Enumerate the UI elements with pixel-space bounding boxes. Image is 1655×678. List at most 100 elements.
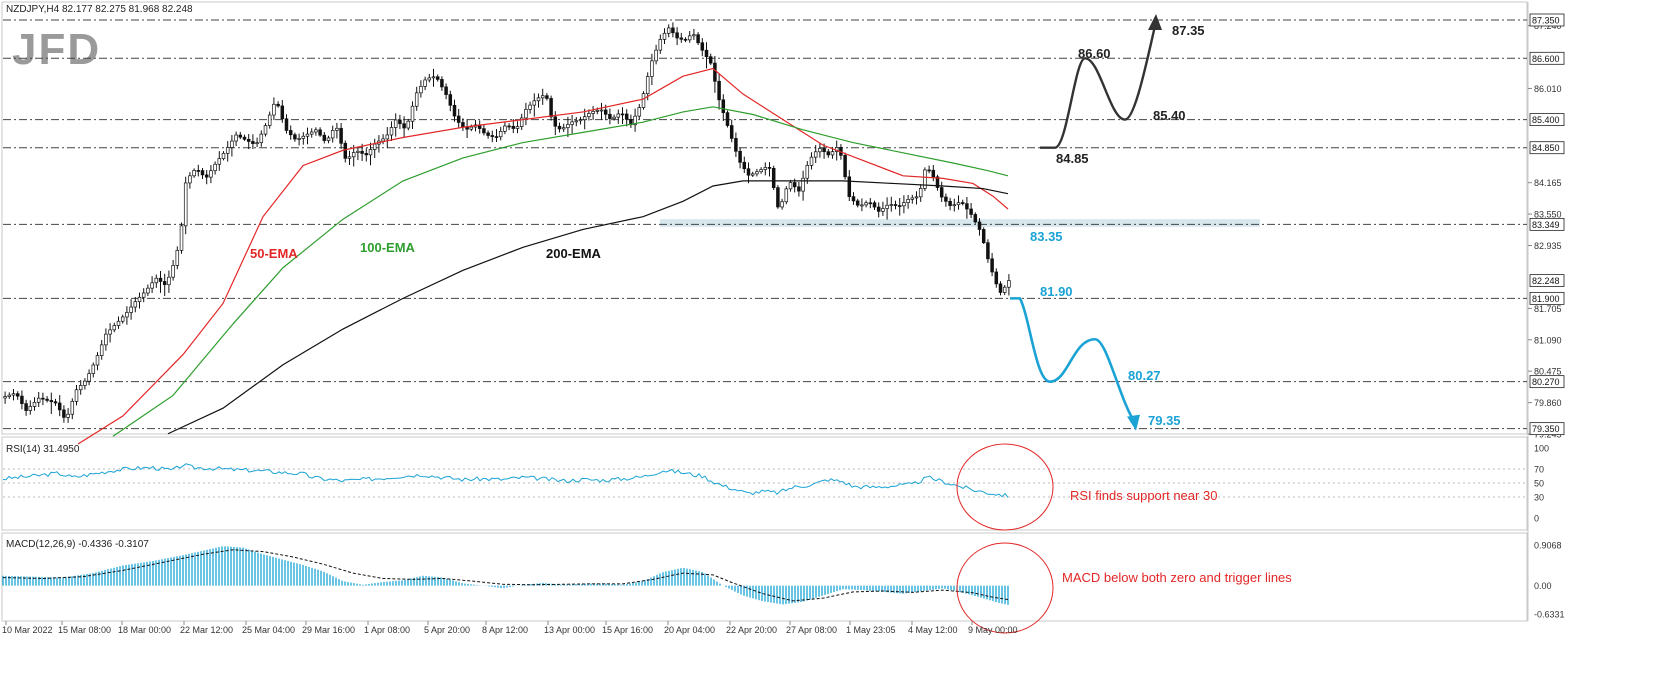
candle-body (255, 142, 259, 145)
candle-body (288, 130, 293, 136)
candle-body (864, 202, 868, 206)
candle-body (956, 202, 961, 206)
candle-body (70, 401, 75, 415)
rsi-tick-label: 30 (1534, 493, 1544, 503)
candle-body (267, 114, 272, 126)
candle-body (284, 118, 289, 131)
candle-body (750, 173, 755, 176)
candle-body (973, 214, 978, 223)
candle-body (561, 127, 566, 130)
candle-body (238, 134, 243, 138)
candle-body (242, 136, 247, 140)
candle-body (24, 403, 28, 411)
candle-body (868, 202, 873, 205)
candle-body (986, 242, 990, 260)
candle-body (801, 177, 805, 192)
candle-body (784, 188, 789, 203)
candle-body (683, 38, 688, 41)
x-tick-label: 1 Apr 08:00 (364, 625, 410, 635)
annotation-price-label: 80.27 (1128, 368, 1161, 383)
candle-body (729, 125, 734, 139)
candle-body (330, 130, 335, 139)
candle-body (540, 95, 545, 99)
candle-body (679, 37, 684, 40)
candle-body (368, 149, 373, 156)
candle-body (435, 76, 440, 80)
candle-body (490, 135, 495, 137)
candle-body (45, 398, 49, 401)
candle-body (939, 187, 944, 198)
candle-body (108, 329, 112, 335)
upside-arrow-head (1148, 14, 1162, 30)
annotation-price-label: 85.40 (1153, 108, 1186, 123)
candle-body (708, 56, 713, 64)
candle-body (767, 167, 772, 169)
candle-body (158, 277, 163, 282)
candle-body (910, 197, 915, 200)
candle-body (549, 98, 553, 118)
candle-body (322, 134, 327, 141)
candle-body (461, 122, 465, 128)
candle-body (49, 400, 54, 403)
candle-body (125, 312, 129, 318)
candle-body (406, 120, 411, 129)
candle-body (276, 103, 280, 107)
macd-annotation: MACD below both zero and trigger lines (1062, 570, 1292, 585)
candle-body (83, 380, 87, 386)
candle-body (293, 134, 297, 140)
annotation-price-label: 83.35 (1030, 229, 1063, 244)
candle-body (104, 333, 108, 346)
candle-body (259, 133, 264, 144)
rsi-panel-frame (1, 436, 1528, 531)
candle-body (74, 389, 79, 402)
candle-body (591, 111, 595, 114)
candle-body (746, 168, 751, 176)
candle-body (671, 27, 675, 34)
price-tick-label: 86.010 (1534, 84, 1562, 94)
candle-body (385, 134, 390, 140)
candle-body (347, 156, 352, 159)
rsi-tick-label: 50 (1534, 479, 1544, 489)
candle-body (771, 167, 776, 188)
candle-body (360, 150, 364, 154)
candle-body (981, 229, 986, 244)
candle-body (129, 306, 133, 313)
candle-body (297, 138, 301, 140)
annotation-price-label: 86.60 (1078, 46, 1111, 61)
candle-body (221, 152, 226, 160)
downside-scenario-path (1010, 297, 1137, 424)
macd-panel-frame (1, 532, 1528, 622)
candle-body (419, 86, 423, 94)
candle-body (885, 204, 889, 209)
price-tag-box (1529, 291, 1565, 305)
candle-body (309, 131, 314, 135)
candle-body (95, 355, 100, 366)
candle-body (1007, 280, 1011, 288)
x-tick-label: 5 Apr 20:00 (424, 625, 470, 635)
candle-body (343, 142, 348, 159)
x-tick-label: 27 Apr 08:00 (786, 625, 837, 635)
candle-body (725, 112, 730, 126)
x-tick-label: 15 Apr 16:00 (602, 625, 653, 635)
candle-body (192, 170, 196, 177)
candle-body (855, 200, 860, 206)
candle-body (742, 161, 747, 170)
candle-body (141, 292, 146, 298)
price-tag-box (1529, 274, 1565, 288)
macd-highlight-circle (956, 542, 1054, 634)
x-tick-label: 20 Apr 04:00 (664, 625, 715, 635)
candle-body (763, 167, 768, 170)
candle-body (246, 138, 251, 142)
candle-body (339, 127, 343, 144)
candle-body (654, 49, 658, 62)
candle-body (826, 151, 831, 156)
candle-body (230, 140, 234, 148)
rsi-line (2, 463, 1009, 498)
candle-body (805, 165, 810, 179)
rsi-tick-label: 70 (1534, 465, 1544, 475)
candle-body (171, 265, 175, 278)
candle-body (28, 406, 33, 411)
candle-body (755, 171, 759, 175)
candle-body (528, 104, 532, 110)
candle-body (301, 135, 306, 139)
